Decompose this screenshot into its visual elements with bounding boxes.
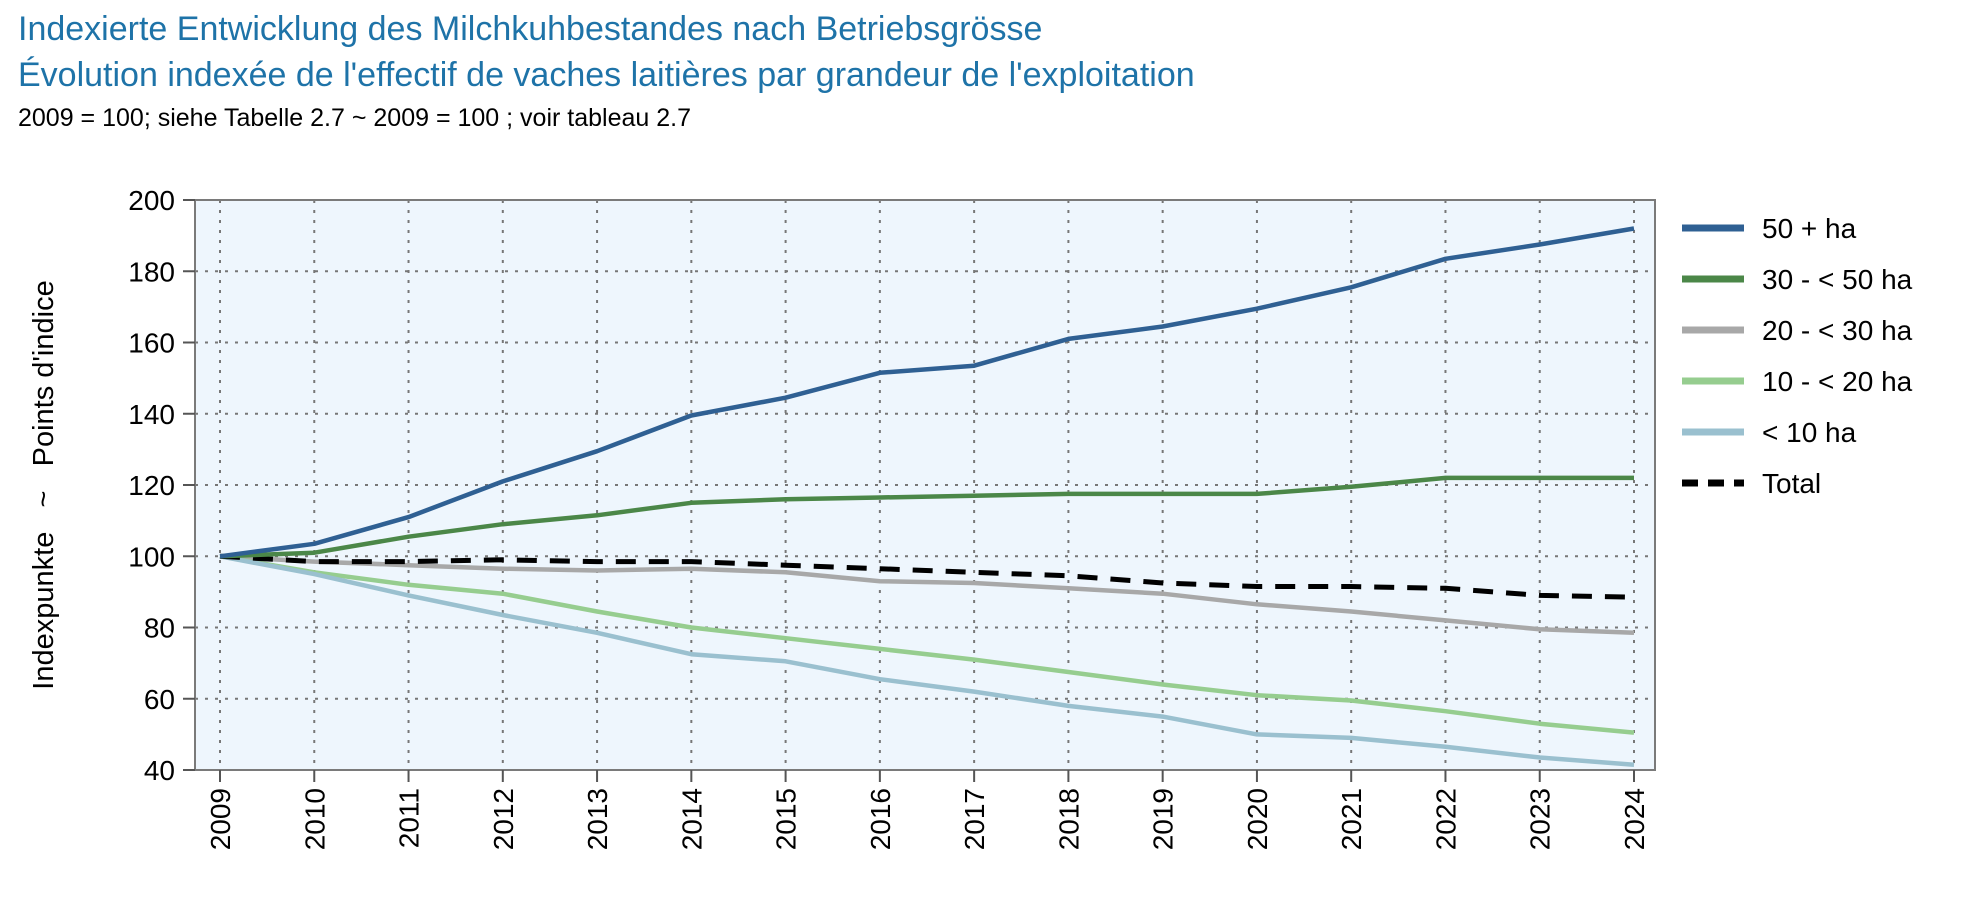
y-tick-label: 40 [144,755,175,786]
series-line-1 [219,475,1634,559]
x-tick-label: 2010 [299,788,330,850]
chart-subtitle: Évolution indexée de l'effectif de vache… [18,56,1195,94]
x-tick-label: 2009 [205,788,236,850]
x-tick-label: 2016 [865,788,896,850]
x-axis: 2009 2010 2011 2012 2013 2014 2015 2016 2017 2018… [205,770,1650,850]
series-line-0 [219,226,1635,559]
y-tick-label: 140 [128,399,175,430]
series-line-5 [219,553,1635,600]
y-tick-label: 120 [128,470,175,501]
series-line-2 [219,554,1635,636]
legend-label: 20 - < 30 ha [1762,315,1913,346]
series-line-3 [219,554,1635,735]
series-lines [219,226,1635,767]
x-tick-label: 2024 [1619,788,1650,850]
chart-note: 2009 = 100; siehe Tabelle 2.7 ~ 2009 = 1… [18,104,691,132]
x-tick-label: 2014 [676,788,707,850]
x-tick-label: 2013 [582,788,613,850]
y-tick-label: 80 [144,613,175,644]
x-tick-label: 2018 [1053,788,1084,850]
x-tick-label: 2020 [1242,788,1273,850]
chart-title: Indexierte Entwicklung des Milchkuhbesta… [18,10,1043,48]
x-tick-label: 2022 [1430,788,1461,850]
y-tick-label: 200 [128,185,175,216]
y-tick-label: 100 [128,541,175,572]
y-tick-label: 60 [144,684,175,715]
x-tick-label: 2019 [1148,788,1179,850]
legend-label: < 10 ha [1762,417,1857,448]
legend-label: Total [1762,468,1821,499]
y-tick-label: 180 [128,256,175,287]
x-tick-label: 2011 [394,788,425,848]
legend-label: 10 - < 20 ha [1762,366,1913,397]
legend: 50 + ha 30 - < 50 ha 20 - < 30 ha 10 - < 20… [1682,213,1913,499]
x-tick-label: 2023 [1525,788,1556,850]
y-axis-label: Indexpunkte ~ Points d'indice [28,280,60,689]
x-tick-label: 2017 [959,788,990,850]
series-line-4 [219,554,1635,767]
y-axis: 40 60 80 100 120 140 160 180 200 [128,185,195,786]
y-tick-label: 160 [128,328,175,359]
legend-label: 50 + ha [1762,213,1857,244]
x-tick-label: 2021 [1336,788,1367,850]
x-tick-label: 2012 [488,788,519,850]
legend-label: 30 - < 50 ha [1762,264,1913,295]
x-tick-label: 2015 [771,788,802,850]
